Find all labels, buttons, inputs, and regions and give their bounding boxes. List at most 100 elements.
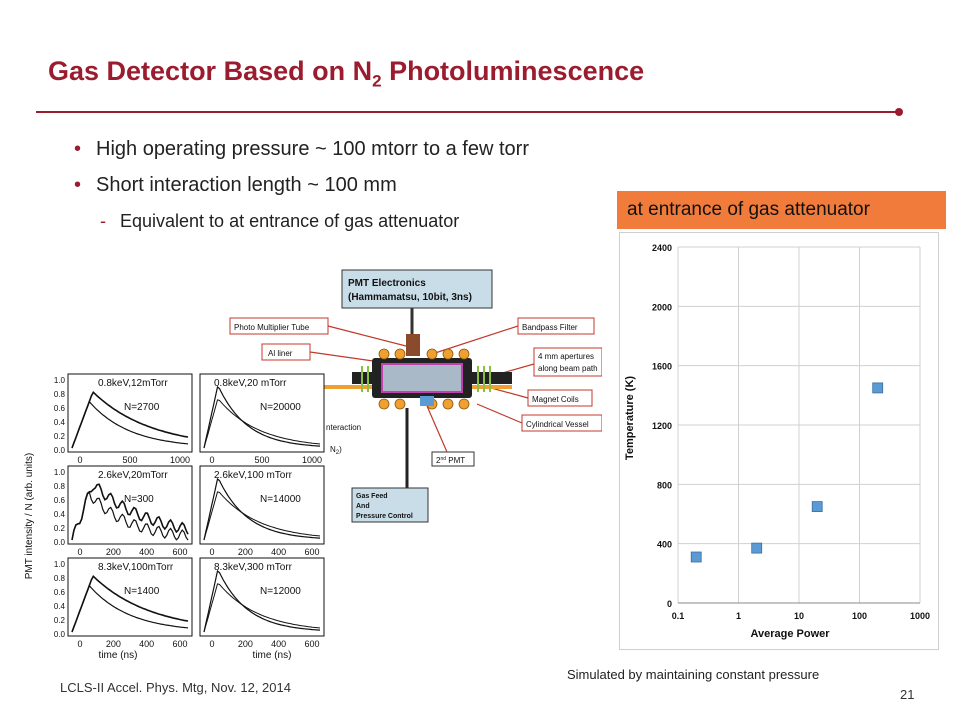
label-al-liner: Al liner bbox=[268, 349, 293, 358]
pmt-panel-frame bbox=[199, 373, 325, 453]
pmt-x-tick-label: 500 bbox=[122, 455, 137, 465]
pmt-y-tick-label: 0.8 bbox=[54, 574, 66, 583]
pmt-panel-count: N=2700 bbox=[124, 402, 160, 413]
pmt-y-tick-label: 0.8 bbox=[54, 390, 66, 399]
temperature-chart: 0 400 800 1200 1600 2000 2400 0.1 1 10 100 1000 Tem… bbox=[624, 243, 930, 640]
pmt-waveform bbox=[203, 477, 321, 541]
y-tick-label: 2000 bbox=[652, 302, 672, 312]
pmt-y-tick-label: 1.0 bbox=[54, 376, 66, 385]
pmt-panel-count: N=12000 bbox=[260, 586, 301, 597]
y-tick-label: 800 bbox=[657, 480, 672, 490]
footer-text: LCLS-II Accel. Phys. Mtg, Nov. 12, 2014 bbox=[60, 680, 291, 695]
pmt-waveform bbox=[71, 400, 189, 449]
pmt-x-tick-label: 600 bbox=[172, 547, 187, 557]
detector-schematic: PMT Electronics (Hammamatsu, 10bit, 3ns)… bbox=[229, 269, 602, 523]
label-gas-feed-1: Gas Feed bbox=[356, 493, 388, 500]
page-number: 21 bbox=[900, 687, 915, 702]
y-tick-label: 2400 bbox=[652, 243, 672, 253]
pmt-y-tick-label: 1.0 bbox=[54, 560, 66, 569]
pmt-y-tick-label: 0.4 bbox=[54, 602, 66, 611]
pmt-y-tick-label: 0.6 bbox=[54, 404, 66, 413]
pmt-panel-count: N=300 bbox=[124, 494, 154, 505]
pmt-waveform-panels: PMT intensity / N (arb. units) time (ns)… bbox=[24, 373, 325, 661]
pmt-panel-title: 2.6keV,100 mTorr bbox=[214, 470, 293, 481]
pmt-y-tick-label: 0.6 bbox=[54, 588, 66, 597]
pmt-y-tick-label: 0.6 bbox=[54, 496, 66, 505]
pmt-x-tick-label: 0 bbox=[77, 639, 82, 649]
data-point bbox=[751, 542, 763, 554]
pmt-x-tick-label: 400 bbox=[271, 547, 286, 557]
title-rule bbox=[36, 111, 898, 113]
pmt-x-tick-label: 200 bbox=[106, 639, 121, 649]
pmt-x-tick-label: 0 bbox=[209, 547, 214, 557]
pmt-y-tick-label: 0.4 bbox=[54, 510, 66, 519]
title-rule-dot bbox=[895, 108, 903, 116]
chart-caption: Simulated by maintaining constant pressu… bbox=[567, 667, 820, 682]
y-tick-label: 400 bbox=[657, 540, 672, 550]
pmt-panel-title: 2.6keV,20mTorr bbox=[98, 470, 168, 481]
pmt-y-tick-label: 0.4 bbox=[54, 418, 66, 427]
label-interaction: nteraction bbox=[326, 423, 361, 432]
pmt-panel-frame bbox=[67, 373, 193, 453]
pmt-panel-count: N=14000 bbox=[260, 494, 301, 505]
pmt-x-tick-label: 600 bbox=[304, 547, 319, 557]
pmt-panel-count: N=20000 bbox=[260, 402, 301, 413]
pmt-panel-title: 8.3keV,100mTorr bbox=[98, 562, 174, 573]
pmt-waveform bbox=[203, 569, 321, 633]
pmt-waveform bbox=[203, 491, 321, 541]
pmt-panel-frame bbox=[199, 557, 325, 637]
temperature-chart-frame: 0 400 800 1200 1600 2000 2400 0.1 1 10 100 1000 Tem… bbox=[619, 232, 939, 650]
pmt-x-tick-label: 0 bbox=[77, 455, 82, 465]
pmt-x-tick-label: 0 bbox=[209, 455, 214, 465]
pmt-x-tick-label: 500 bbox=[254, 455, 269, 465]
pmt-y-tick-label: 0.2 bbox=[54, 432, 66, 441]
label-gas-feed-2: And bbox=[356, 503, 370, 510]
pmt-x-tick-label: 200 bbox=[238, 639, 253, 649]
pmt-x-tick-label: 200 bbox=[238, 547, 253, 557]
x-tick-label: 100 bbox=[852, 611, 867, 621]
data-point bbox=[811, 501, 823, 512]
pmt-y-tick-label: 0.8 bbox=[54, 482, 66, 491]
pmt-x-tick-label: 0 bbox=[77, 547, 82, 557]
pmt-waveform bbox=[71, 491, 189, 541]
pmt-y-tick-label: 0.2 bbox=[54, 524, 66, 533]
pmt-x-tick-label: 400 bbox=[139, 639, 154, 649]
pmt-x-tick-label: 400 bbox=[139, 547, 154, 557]
pmt-panel-frame bbox=[67, 557, 193, 637]
pmt-x-tick-label: 600 bbox=[304, 639, 319, 649]
x-tick-label: 1000 bbox=[910, 611, 930, 621]
label-apertures-2: along beam path bbox=[538, 364, 598, 373]
pmt-y-tick-label: 0.0 bbox=[54, 630, 66, 639]
pmt-panel-title: 8.3keV,300 mTorr bbox=[214, 562, 293, 573]
pmt-panel-frame bbox=[199, 465, 325, 545]
pmt-y-tick-label: 0.0 bbox=[54, 446, 66, 455]
label-cylindrical-vessel: Cylindrical Vessel bbox=[526, 420, 589, 429]
y-tick-label: 1200 bbox=[652, 421, 672, 431]
pmt-y-tick-label: 0.0 bbox=[54, 538, 66, 547]
pmt-x-tick-label: 0 bbox=[209, 639, 214, 649]
pmt-panel-title: 0.8keV,12mTorr bbox=[98, 378, 168, 389]
bullet-interaction-length: • Short interaction length ~ 100 mm bbox=[74, 174, 397, 196]
label-photo-multiplier-tube: Photo Multiplier Tube bbox=[234, 323, 310, 332]
label-second-pmt: 2nd PMT bbox=[436, 456, 465, 465]
x-tick-label: 10 bbox=[794, 611, 804, 621]
pmt-panel-frame bbox=[67, 465, 193, 545]
data-point bbox=[690, 551, 702, 563]
pmt-waveform bbox=[203, 385, 321, 449]
pmt-waveform bbox=[71, 584, 189, 633]
callout-label: at entrance of gas attenuator bbox=[617, 191, 946, 229]
pmt-x-tick-label: 200 bbox=[106, 547, 121, 557]
slide-title: Gas Detector Based on N2 Photoluminescen… bbox=[48, 56, 645, 91]
pmt-x-tick-label: 1000 bbox=[302, 455, 322, 465]
pmt-panel-count: N=1400 bbox=[124, 586, 160, 597]
pmt-waveform bbox=[71, 390, 189, 449]
pmt-x-tick-label: 600 bbox=[172, 639, 187, 649]
x-tick-label: 1 bbox=[736, 611, 741, 621]
temperature-chart-ylabel: Temperature (K) bbox=[624, 376, 636, 460]
pmt-panel-title: 0.8keV,20 mTorr bbox=[214, 378, 287, 389]
pmt-waveform bbox=[203, 583, 321, 633]
label-magnet-coils: Magnet Coils bbox=[532, 395, 579, 404]
pmt-waveform bbox=[71, 483, 189, 541]
temperature-chart-xlabel: Average Power bbox=[750, 628, 830, 640]
x-tick-label: 0.1 bbox=[672, 611, 685, 621]
